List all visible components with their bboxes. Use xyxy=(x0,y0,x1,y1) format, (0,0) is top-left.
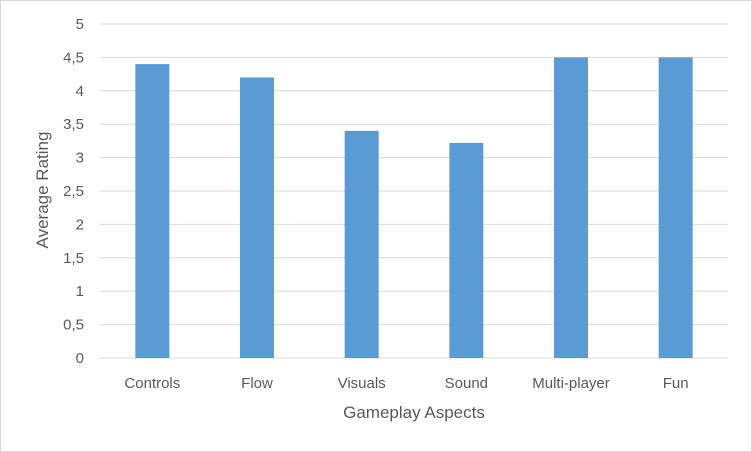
bar-flow xyxy=(240,77,274,358)
y-tick-label: 0 xyxy=(76,350,84,367)
bar-fun xyxy=(658,57,693,359)
x-axis-ticks: Controls Flow Visuals Sound Multi-player Fun xyxy=(124,375,688,392)
bars xyxy=(135,57,693,359)
bar-multi-player xyxy=(554,57,588,359)
x-tick-label: Multi-player xyxy=(532,375,610,392)
y-axis-title: Average Rating xyxy=(33,132,52,249)
x-tick-label: Sound xyxy=(445,375,488,392)
y-tick-label: 3 xyxy=(76,150,84,167)
y-tick-label: 2,5 xyxy=(63,183,84,200)
gridlines xyxy=(100,23,728,359)
y-axis-ticks: 0 0,5 1 1,5 2 2,5 3 3,5 4 4,5 5 xyxy=(63,16,84,367)
y-tick-label: 0,5 xyxy=(63,317,84,334)
y-tick-label: 5 xyxy=(76,16,84,33)
x-tick-label: Visuals xyxy=(338,375,386,392)
bar-visuals xyxy=(344,130,379,358)
y-tick-label: 4,5 xyxy=(63,49,84,66)
x-tick-label: Flow xyxy=(241,375,273,392)
y-tick-label: 4 xyxy=(76,83,84,100)
bar-controls xyxy=(135,64,170,358)
y-tick-label: 1 xyxy=(76,283,84,300)
x-tick-label: Fun xyxy=(663,375,689,392)
y-tick-label: 2 xyxy=(76,216,84,233)
bar-sound xyxy=(449,142,484,358)
y-tick-label: 1,5 xyxy=(63,250,84,267)
x-axis-title: Gameplay Aspects xyxy=(343,403,485,422)
x-tick-label: Controls xyxy=(124,375,180,392)
y-tick-label: 3,5 xyxy=(63,116,84,133)
